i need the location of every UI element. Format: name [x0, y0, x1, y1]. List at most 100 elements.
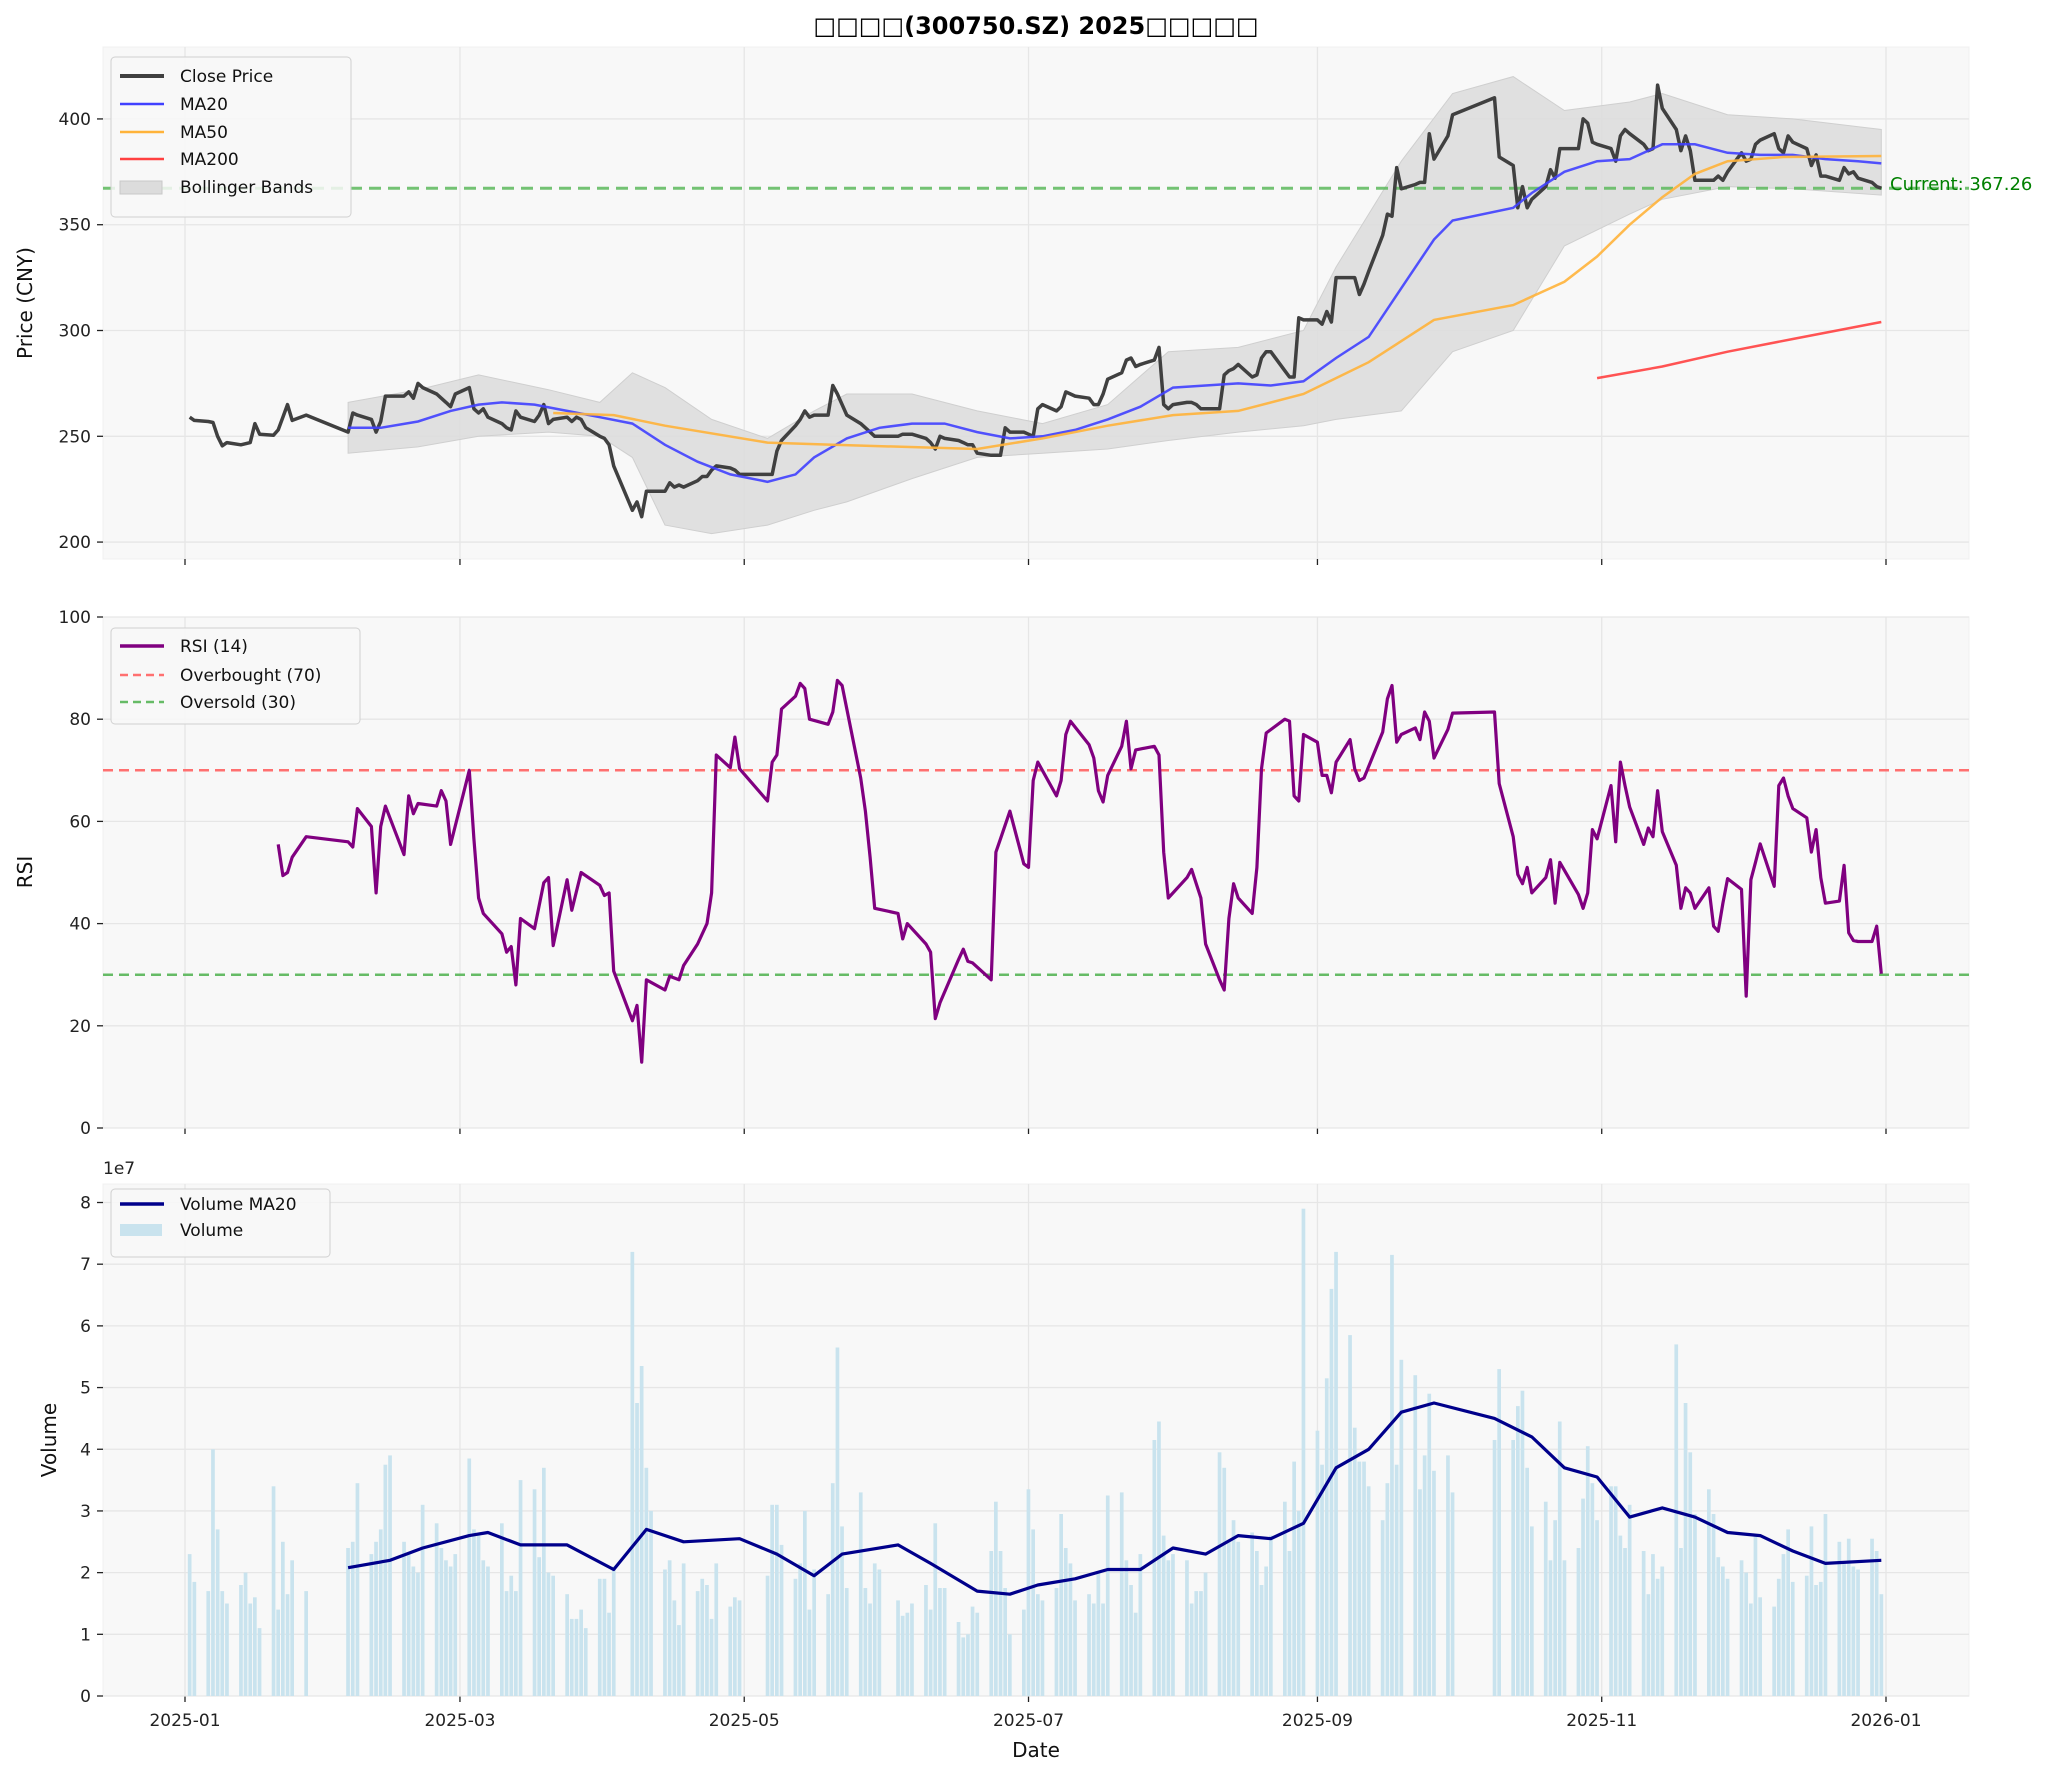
volume-bar [434, 1523, 439, 1696]
volume-bar [546, 1572, 551, 1696]
volume-bar [1199, 1591, 1203, 1696]
volume-bar [579, 1609, 583, 1696]
volume-bar [1022, 1609, 1026, 1696]
volume-bar [1101, 1603, 1105, 1696]
volume-bar [472, 1529, 476, 1696]
volume-bar [500, 1523, 504, 1696]
volume-bar [765, 1575, 770, 1696]
volume-bar [406, 1554, 411, 1696]
volume-bar [1818, 1581, 1823, 1696]
volume-bar [532, 1489, 537, 1696]
volume-bar [1688, 1452, 1693, 1696]
volume-bar [1576, 1548, 1581, 1696]
y-tick-label: 1 [80, 1625, 91, 1645]
volume-bar [1655, 1578, 1660, 1696]
x-tick-label: 2026-01 [1850, 1711, 1921, 1731]
legend-box [110, 1188, 331, 1258]
volume-bar [1287, 1551, 1292, 1696]
volume-bar [1189, 1603, 1194, 1696]
volume-bar [970, 1606, 975, 1696]
plot-area [102, 616, 1970, 1129]
volume-bar [1348, 1335, 1352, 1696]
volume-bar [504, 1591, 509, 1696]
volume-bar [281, 1541, 285, 1696]
volume-bar [1362, 1461, 1366, 1696]
volume-bar [1124, 1560, 1129, 1696]
volume-bar [1222, 1467, 1227, 1696]
volume-bar [733, 1597, 737, 1696]
volume-bar [793, 1578, 798, 1696]
legend-swatch-bollinger [119, 180, 163, 195]
volume-panel: 2025-01 2025-03 2025-05 2025-07 2025-09 2025-… [80, 1183, 1970, 1731]
volume-bar [812, 1569, 816, 1696]
volume-bar [1851, 1566, 1856, 1696]
y-tick-label: 250 [59, 427, 91, 447]
volume-bar [1497, 1369, 1501, 1696]
volume-bar [1031, 1529, 1035, 1696]
volume-bar [807, 1609, 812, 1696]
rsi-panel: 0 20 40 60 80 100 [59, 608, 1970, 1139]
volume-bar [1520, 1390, 1525, 1696]
volume-bar [1390, 1254, 1394, 1696]
volume-bar [1138, 1554, 1143, 1696]
volume-bar [1804, 1575, 1809, 1696]
volume-bar [938, 1588, 942, 1696]
volume-bar [374, 1541, 378, 1696]
y-tick-label: 7 [80, 1255, 91, 1275]
volume-bar [1394, 1464, 1399, 1696]
volume-bar [1432, 1470, 1436, 1696]
legend-box [110, 627, 361, 725]
volume-bar [924, 1585, 928, 1696]
volume-bar [998, 1551, 1003, 1696]
legend-label-ma50: MA50 [180, 123, 228, 143]
volume-bar [1590, 1483, 1595, 1696]
volume-bar [1781, 1554, 1786, 1696]
volume-bar [225, 1603, 229, 1696]
volume-bar [695, 1591, 700, 1696]
legend-label-ma200: MA200 [180, 150, 239, 170]
volume-bar [1870, 1538, 1874, 1696]
volume-bar [304, 1591, 308, 1696]
volume-bar [663, 1569, 667, 1696]
legend-label-overbought: Overbought (70) [180, 666, 321, 686]
volume-bar [1292, 1461, 1296, 1696]
volume-bar [1879, 1594, 1884, 1696]
volume-bar [1809, 1526, 1814, 1696]
volume-bar [1641, 1551, 1646, 1696]
volume-bar [1450, 1492, 1455, 1696]
volume-bar [1217, 1452, 1222, 1696]
volume-bar [942, 1588, 947, 1696]
volume-bar [355, 1483, 360, 1696]
volume-bar [439, 1548, 444, 1696]
volume-bar [635, 1403, 639, 1696]
legend-label-volume-ma20: Volume MA20 [180, 1195, 297, 1215]
volume-bar [966, 1634, 970, 1696]
volume-bar [649, 1510, 653, 1696]
x-tick-label: 2025-11 [1566, 1711, 1637, 1731]
volume-axis-label: Volume [37, 1403, 61, 1477]
legend-label-close: Close Price [180, 67, 273, 87]
volume-bar [1054, 1588, 1059, 1696]
y-tick-label: 0 [80, 1119, 91, 1139]
volume-bar [1133, 1612, 1138, 1696]
x-axis-label: Date [1012, 1738, 1060, 1762]
volume-bar [1091, 1603, 1096, 1696]
volume-bar [910, 1603, 914, 1696]
volume-bar [844, 1588, 849, 1696]
volume-bar [896, 1600, 900, 1696]
price-axis-label: Price (CNY) [13, 247, 37, 359]
volume-bar [1320, 1464, 1324, 1696]
y-tick-label: 300 [59, 322, 91, 342]
volume-bar [1595, 1520, 1599, 1696]
volume-bar [583, 1628, 588, 1696]
legend-label-ma20: MA20 [180, 95, 228, 115]
volume-bar [1087, 1594, 1091, 1696]
volume-bar [1623, 1548, 1627, 1696]
volume-bar [1068, 1563, 1073, 1696]
volume-bar [681, 1563, 686, 1696]
volume-bar [705, 1585, 709, 1696]
volume-bar [1530, 1526, 1534, 1696]
volume-bar [420, 1504, 425, 1696]
volume-bar [826, 1594, 830, 1696]
volume-bar [1296, 1510, 1301, 1696]
